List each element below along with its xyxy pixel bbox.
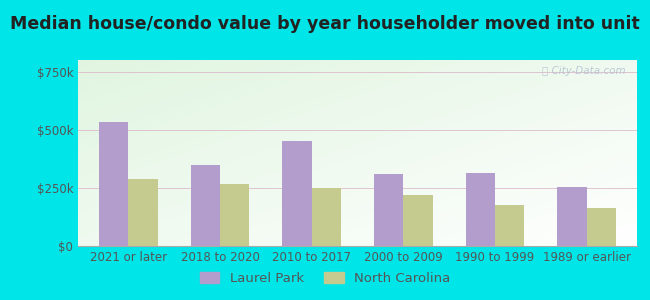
Bar [557, 187, 586, 246]
Bar [282, 141, 312, 246]
Bar [495, 205, 525, 246]
Bar [312, 188, 341, 246]
Bar [374, 174, 403, 246]
Bar [465, 173, 495, 246]
Bar [220, 184, 250, 246]
Legend: Laurel Park, North Carolina: Laurel Park, North Carolina [194, 267, 456, 290]
Text: Ⓣ City-Data.com: Ⓣ City-Data.com [542, 66, 626, 76]
Bar [403, 195, 433, 246]
Bar [586, 208, 616, 246]
Bar [190, 165, 220, 246]
Text: Median house/condo value by year householder moved into unit: Median house/condo value by year househo… [10, 15, 640, 33]
Bar [129, 178, 158, 246]
Bar [99, 122, 129, 246]
